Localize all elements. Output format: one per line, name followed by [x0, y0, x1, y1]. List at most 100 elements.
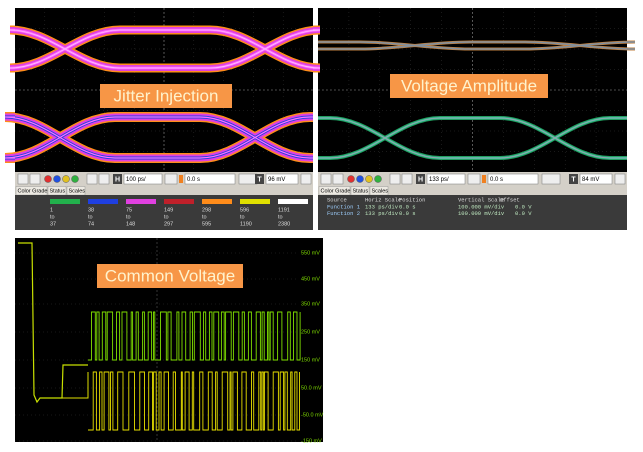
spin-button[interactable]	[467, 173, 481, 185]
channel-button[interactable]	[347, 175, 355, 183]
tab-label: Scales	[372, 188, 389, 194]
channel-button[interactable]	[53, 175, 61, 183]
timebase-value: 133 ps/	[429, 177, 449, 183]
t-icon: T	[257, 176, 262, 183]
spin-button[interactable]	[541, 173, 561, 185]
position-value: 0.0 s	[490, 177, 503, 183]
color-swatch	[164, 199, 194, 204]
tool-icon[interactable]	[389, 173, 401, 185]
color-range: 149	[164, 207, 173, 213]
scales-cell: 133 ps/div	[365, 210, 399, 217]
h-icon: H	[115, 176, 120, 183]
trigger-value: 96 mV	[268, 177, 285, 183]
channel-button[interactable]	[356, 175, 364, 183]
color-range: 596	[240, 207, 249, 213]
color-range: 74	[88, 221, 94, 227]
info-area	[318, 195, 627, 230]
y-axis-label: 550 mV	[301, 250, 320, 256]
scales-cell: 100.000 mV/div	[458, 203, 505, 210]
scales-cell: 0.0 s	[399, 210, 416, 217]
spin-button[interactable]	[164, 173, 178, 185]
panel-label-box	[100, 84, 232, 108]
position-value: 0.0 s	[187, 177, 200, 183]
position-marker	[482, 175, 486, 183]
tab-bar	[318, 186, 627, 195]
panel-label: Common Voltage	[105, 266, 235, 285]
color-range: to	[50, 214, 55, 220]
position-input[interactable]	[487, 173, 539, 185]
analog-trace	[62, 372, 89, 399]
panel-label: Jitter Injection	[114, 86, 219, 105]
scales-cell: 0.0 V	[515, 203, 532, 210]
channel-button[interactable]	[365, 175, 373, 183]
color-swatch	[88, 199, 118, 204]
spin-button[interactable]	[614, 173, 626, 185]
color-range: 298	[202, 207, 211, 213]
scales-cell: Function 1	[327, 203, 361, 210]
timebase-input[interactable]	[426, 173, 466, 185]
panel-label: Voltage Amplitude	[401, 76, 537, 95]
y-axis-label: -50.0 mV	[301, 412, 324, 418]
timebase-value: 100 ps/	[126, 177, 146, 183]
tab-label: Scales	[69, 188, 86, 194]
color-range: to	[202, 214, 207, 220]
tool-icon[interactable]	[29, 173, 41, 185]
eye-trace	[318, 117, 627, 159]
channel-button[interactable]	[62, 175, 70, 183]
tab-label: Color Grade	[321, 188, 351, 194]
trigger-input[interactable]	[265, 173, 299, 185]
color-range: 595	[202, 221, 211, 227]
channel-button[interactable]	[374, 175, 382, 183]
eye-trace	[4, 116, 313, 159]
digital-trace	[88, 311, 301, 361]
t-icon-box	[255, 174, 264, 184]
color-range: 75	[126, 207, 132, 213]
scales-header: Position	[399, 196, 425, 203]
color-range: to	[278, 214, 283, 220]
color-swatch	[278, 199, 308, 204]
tab-label: Color Grade	[18, 188, 48, 194]
panel-label-box	[390, 74, 548, 98]
tool-icon[interactable]	[17, 173, 29, 185]
spin-button[interactable]	[300, 173, 312, 185]
tool-icon[interactable]	[401, 173, 413, 185]
scales-cell: 0.0 V	[515, 210, 532, 217]
color-range: to	[240, 214, 245, 220]
position-marker	[179, 175, 183, 183]
trigger-input[interactable]	[579, 173, 613, 185]
spin-button[interactable]	[238, 173, 258, 185]
color-range: 2380	[278, 221, 290, 227]
color-range: to	[88, 214, 93, 220]
tab-label: Status	[50, 188, 66, 194]
analog-trace	[18, 242, 88, 404]
color-range: 1190	[240, 221, 252, 227]
h-icon: H	[418, 176, 423, 183]
position-input[interactable]	[184, 173, 236, 185]
eye-trace	[9, 29, 321, 69]
y-axis-label: 350 mV	[301, 301, 320, 307]
y-axis-label: 50.0 mV	[301, 385, 322, 391]
y-axis-label: 250 mV	[301, 329, 320, 335]
tab-bar	[15, 186, 313, 195]
color-range: to	[164, 214, 169, 220]
y-axis-label: -150 mV	[301, 438, 322, 444]
tool-icon[interactable]	[332, 173, 344, 185]
tool-icon[interactable]	[320, 173, 332, 185]
t-icon-box	[569, 174, 578, 184]
timebase-input[interactable]	[123, 173, 163, 185]
channel-button[interactable]	[44, 175, 52, 183]
scales-header: Source	[327, 196, 347, 203]
scales-header: Offset	[500, 196, 520, 203]
scales-cell: 133 ps/div	[365, 203, 399, 210]
tool-icon[interactable]	[86, 173, 98, 185]
y-axis-label: 450 mV	[301, 276, 320, 282]
color-range: 38	[88, 207, 94, 213]
trigger-value: 84 mV	[582, 177, 599, 183]
channel-button[interactable]	[71, 175, 79, 183]
scales-cell: 100.000 mV/div	[458, 210, 505, 217]
color-range: 37	[50, 221, 56, 227]
tool-icon[interactable]	[98, 173, 110, 185]
color-swatch	[126, 199, 156, 204]
y-axis-label: 150 mV	[301, 357, 320, 363]
